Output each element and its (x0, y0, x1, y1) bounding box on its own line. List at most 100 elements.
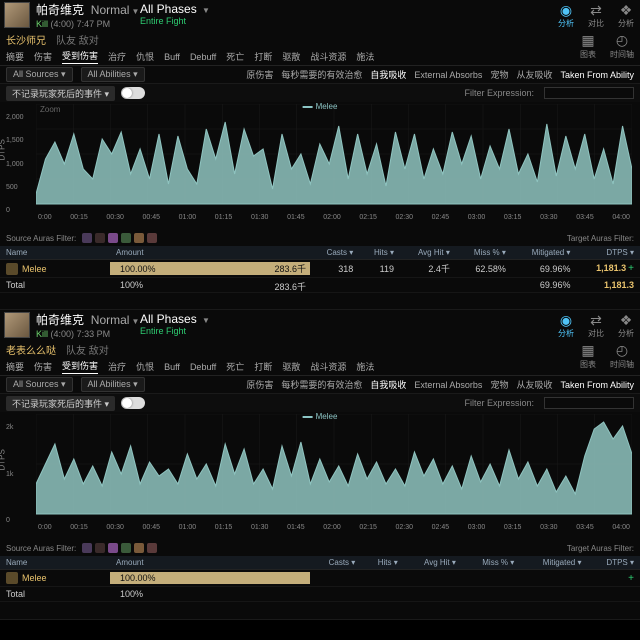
filter-tab-2[interactable]: 自我吸收 (370, 378, 406, 391)
tab-2[interactable]: 受到伤害 (62, 359, 98, 374)
sources-dropdown[interactable]: All Sources ▾ (6, 67, 73, 82)
tab-1[interactable]: 伤害 (34, 50, 52, 63)
tab-8[interactable]: 打断 (254, 50, 272, 63)
event-pill[interactable]: 不记录玩家死后的事件 ▾ (6, 396, 115, 411)
tab-0[interactable]: 摘要 (6, 360, 24, 373)
filter-tab-6[interactable]: Taken From Ability (560, 380, 634, 390)
compare-button[interactable]: ⇄对比 (588, 2, 604, 29)
aura-dot[interactable] (147, 543, 157, 553)
abilities-dropdown[interactable]: All Abilities ▾ (81, 377, 145, 392)
th-3[interactable]: Hits ▾ (361, 556, 403, 570)
filter-tab-1[interactable]: 每秒需要的有效治愈 (281, 378, 362, 391)
xtick: 02:15 (359, 214, 377, 221)
tab-10[interactable]: 战斗资源 (310, 50, 346, 63)
filter-tab-3[interactable]: External Absorbs (414, 70, 482, 80)
filter-tab-4[interactable]: 宠物 (490, 378, 508, 391)
chart-view-button[interactable]: ▦图表 (580, 342, 596, 370)
tab-11[interactable]: 施法 (356, 360, 374, 373)
th-2[interactable]: Casts ▾ (310, 246, 359, 260)
tab-9[interactable]: 驱散 (282, 50, 300, 63)
filter-tab-0[interactable]: 原伤害 (246, 68, 273, 81)
aura-dot[interactable] (82, 233, 92, 243)
abilities-dropdown[interactable]: All Abilities ▾ (81, 67, 145, 82)
phases-label[interactable]: All Phases ▼ (140, 312, 210, 326)
row-amt: 283.6千 (274, 262, 306, 275)
caret-icon[interactable]: ▼ (131, 7, 139, 16)
tab-1[interactable]: 伤害 (34, 360, 52, 373)
th-5[interactable]: Miss % ▾ (462, 556, 520, 570)
sources-dropdown[interactable]: All Sources ▾ (6, 377, 73, 392)
aura-dot[interactable] (121, 233, 131, 243)
th-4[interactable]: Avg Hit ▾ (400, 246, 456, 260)
th-1[interactable]: Amount (110, 556, 310, 570)
th-0[interactable]: Name (0, 556, 110, 570)
caret-icon[interactable]: ▼ (131, 317, 139, 326)
filter-tab-3[interactable]: External Absorbs (414, 380, 482, 390)
event-pill[interactable]: 不记录玩家死后的事件 ▾ (6, 86, 115, 101)
tab-10[interactable]: 战斗资源 (310, 360, 346, 373)
aura-dot[interactable] (108, 543, 118, 553)
th-5[interactable]: Miss % ▾ (456, 246, 512, 260)
analyze-button[interactable]: ◉分析 (558, 312, 574, 339)
tab-5[interactable]: Buff (164, 52, 180, 62)
toggle[interactable] (121, 87, 145, 99)
th-3[interactable]: Hits ▾ (359, 246, 400, 260)
tab-8[interactable]: 打断 (254, 360, 272, 373)
phases-label[interactable]: All Phases ▼ (140, 2, 210, 16)
tab-3[interactable]: 治疗 (108, 360, 126, 373)
aura-dot[interactable] (108, 233, 118, 243)
parse-button[interactable]: ❖分析 (618, 2, 634, 29)
tab-9[interactable]: 驱散 (282, 360, 300, 373)
tab-5[interactable]: Buff (164, 362, 180, 372)
compare-button[interactable]: ⇄对比 (588, 312, 604, 339)
filter-input[interactable] (544, 87, 634, 99)
player-name[interactable]: 老表么么哒 (6, 342, 56, 357)
player-name[interactable]: 长沙师兄 (6, 32, 46, 47)
filter-tab-5[interactable]: 从友吸收 (516, 378, 552, 391)
tab-0[interactable]: 摘要 (6, 50, 24, 63)
aura-dot[interactable] (95, 233, 105, 243)
analyze-button[interactable]: ◉分析 (558, 2, 574, 29)
filter-tab-1[interactable]: 每秒需要的有效治愈 (281, 68, 362, 81)
expand-icon[interactable]: + (628, 573, 634, 584)
tab-7[interactable]: 死亡 (226, 50, 244, 63)
filter-tab-2[interactable]: 自我吸收 (370, 68, 406, 81)
tab-7[interactable]: 死亡 (226, 360, 244, 373)
th-7[interactable]: DTPS ▾ (576, 246, 640, 260)
zoom-label: Zoom (40, 105, 60, 114)
chart-view-button[interactable]: ▦图表 (580, 32, 596, 60)
filter-input[interactable] (544, 397, 634, 409)
xtick: 01:30 (251, 524, 269, 531)
tab-2[interactable]: 受到伤害 (62, 49, 98, 64)
toggle[interactable] (121, 397, 145, 409)
th-4[interactable]: Avg Hit ▾ (404, 556, 462, 570)
tab-6[interactable]: Debuff (190, 362, 216, 372)
ability-icon (6, 263, 18, 275)
expand-icon[interactable]: + (628, 263, 634, 274)
aura-dot[interactable] (95, 543, 105, 553)
th-2[interactable]: Casts ▾ (310, 556, 361, 570)
filter-tab-6[interactable]: Taken From Ability (560, 70, 634, 80)
xtick: 02:30 (396, 524, 414, 531)
aura-dot[interactable] (121, 543, 131, 553)
aura-dot[interactable] (134, 233, 144, 243)
th-6[interactable]: Mitigated ▾ (520, 556, 587, 570)
filter-tab-5[interactable]: 从友吸收 (516, 68, 552, 81)
aura-dot[interactable] (134, 543, 144, 553)
timeline-view-button[interactable]: ◴时间轴 (610, 32, 634, 60)
th-1[interactable]: Amount (110, 246, 310, 260)
tab-3[interactable]: 治疗 (108, 50, 126, 63)
th-0[interactable]: Name (0, 246, 110, 260)
aura-dot[interactable] (147, 233, 157, 243)
filter-tab-0[interactable]: 原伤害 (246, 378, 273, 391)
tab-11[interactable]: 施法 (356, 50, 374, 63)
tab-4[interactable]: 仇恨 (136, 50, 154, 63)
filter-tab-4[interactable]: 宠物 (490, 68, 508, 81)
th-7[interactable]: DTPS ▾ (587, 556, 640, 570)
tab-6[interactable]: Debuff (190, 52, 216, 62)
th-6[interactable]: Mitigated ▾ (512, 246, 577, 260)
aura-dot[interactable] (82, 543, 92, 553)
parse-button[interactable]: ❖分析 (618, 312, 634, 339)
tab-4[interactable]: 仇恨 (136, 360, 154, 373)
timeline-view-button[interactable]: ◴时间轴 (610, 342, 634, 370)
